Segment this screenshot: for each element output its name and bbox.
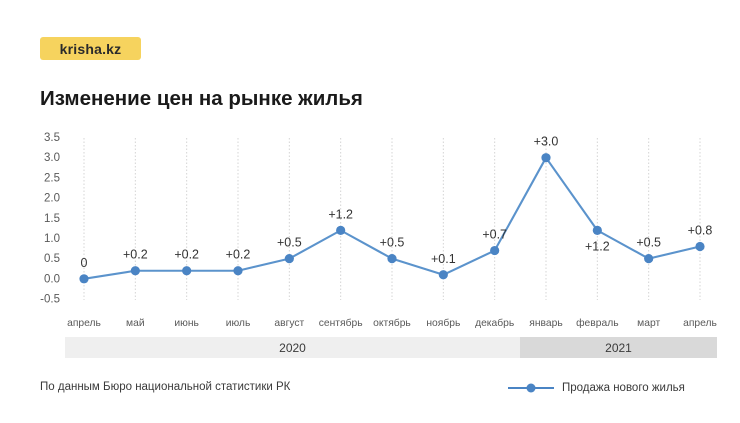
svg-text:+3.0: +3.0	[534, 135, 559, 149]
svg-text:+0.5: +0.5	[277, 236, 302, 250]
svg-text:ноябрь: ноябрь	[426, 317, 460, 329]
svg-text:+0.5: +0.5	[380, 236, 405, 250]
svg-text:-0.5: -0.5	[40, 294, 60, 306]
svg-text:+0.5: +0.5	[636, 236, 661, 250]
svg-text:+1.2: +1.2	[328, 207, 353, 221]
svg-text:сентябрь: сентябрь	[319, 317, 363, 329]
svg-text:декабрь: декабрь	[475, 317, 514, 329]
svg-text:2.0: 2.0	[44, 193, 60, 205]
svg-text:0.5: 0.5	[44, 253, 60, 265]
svg-text:+0.7: +0.7	[482, 228, 507, 242]
svg-text:3.0: 3.0	[44, 152, 60, 164]
svg-text:март: март	[637, 318, 660, 329]
svg-text:1.5: 1.5	[44, 213, 60, 225]
svg-text:0.0: 0.0	[44, 273, 60, 285]
svg-text:апрель: апрель	[67, 318, 101, 329]
svg-text:+0.1: +0.1	[431, 252, 456, 266]
svg-text:3.5: 3.5	[44, 132, 60, 144]
svg-text:июль: июль	[226, 318, 251, 329]
svg-text:0: 0	[81, 256, 88, 270]
svg-text:февраль: февраль	[576, 317, 619, 329]
svg-text:+0.2: +0.2	[174, 248, 199, 262]
svg-text:май: май	[126, 318, 145, 329]
svg-text:1.0: 1.0	[44, 233, 60, 245]
svg-text:август: август	[274, 318, 304, 329]
svg-text:2.5: 2.5	[44, 172, 60, 184]
svg-text:+0.8: +0.8	[688, 224, 713, 238]
svg-text:январь: январь	[529, 318, 562, 329]
svg-text:+0.2: +0.2	[226, 248, 251, 262]
svg-text:+0.2: +0.2	[123, 248, 148, 262]
svg-text:июнь: июнь	[174, 318, 199, 329]
svg-text:апрель: апрель	[683, 318, 717, 329]
svg-text:+1.2: +1.2	[585, 239, 610, 253]
svg-text:октябрь: октябрь	[373, 317, 411, 329]
